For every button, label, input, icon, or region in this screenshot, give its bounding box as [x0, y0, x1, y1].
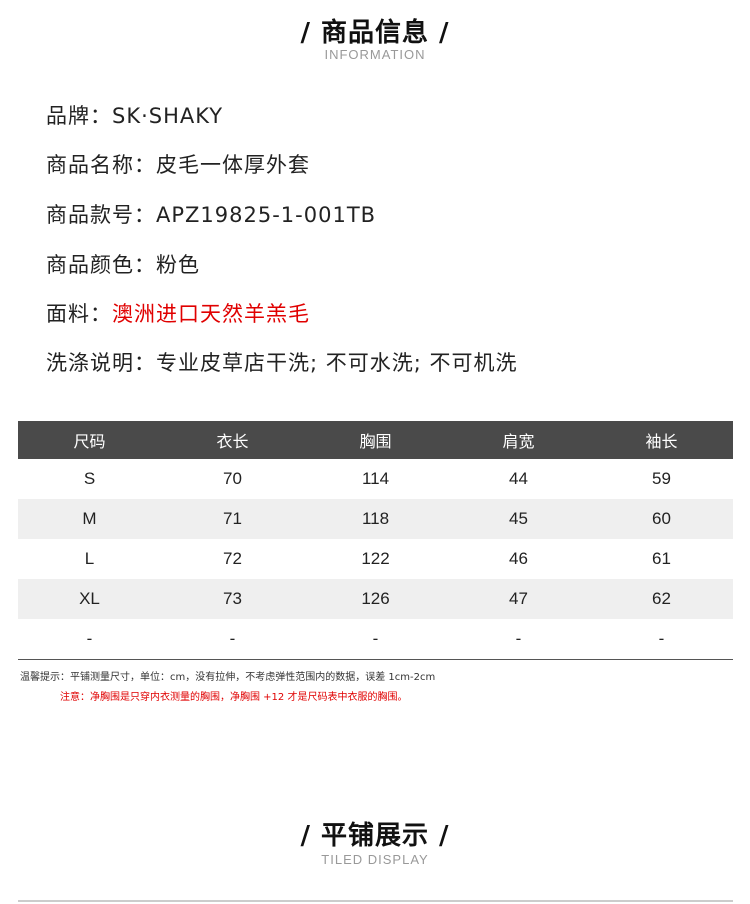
table-cell: -	[304, 619, 447, 660]
info-section-title: / 商品信息 /	[300, 18, 450, 48]
table-cell: 118	[304, 499, 447, 539]
table-cell: 62	[590, 579, 733, 619]
table-cell: 71	[161, 499, 304, 539]
header-cell: 袖长	[590, 421, 733, 459]
table-cell: L	[84, 549, 95, 568]
value: 澳洲进口天然羊羔毛	[112, 302, 310, 326]
label: 洗涤说明：	[46, 351, 156, 375]
info-fabric: 面料：澳洲进口天然羊羔毛	[46, 301, 310, 327]
display-section-title: / 平铺展示 /	[300, 821, 450, 851]
value: 皮毛一体厚外套	[156, 153, 310, 177]
size-table: 尺码 衣长 胸围 肩宽 袖长 S 70 114 44 59 M 71 118 45 60 L 72 12…	[18, 421, 733, 660]
label: 商品名称：	[46, 153, 156, 177]
table-cell: -	[447, 619, 590, 660]
table-row: S 70 114 44 59	[18, 459, 733, 499]
table-cell: 73	[161, 579, 304, 619]
table-cell: 45	[447, 499, 590, 539]
table-cell: 114	[361, 469, 390, 488]
info-brand: 品牌：SK·SHAKY	[46, 103, 223, 129]
info-product-name: 商品名称：皮毛一体厚外套	[46, 152, 310, 178]
label: 品牌：	[46, 104, 112, 128]
table-row: L 72 122 46 61	[18, 539, 733, 579]
info-color: 商品颜色：粉色	[46, 252, 200, 278]
table-cell: 59	[652, 469, 671, 488]
value: 专业皮草店干洗; 不可水洗; 不可机洗	[156, 351, 518, 375]
label: 商品款号：	[46, 203, 156, 227]
measurement-tip: 温馨提示：平铺测量尺寸，单位：cm，没有拉伸，不考虑弹性范围内的数据，误差 1c…	[20, 672, 436, 683]
measurement-warning: 注意：净胸围是只穿内衣测量的胸围，净胸围 +12 才是尺码表中衣服的胸围。	[60, 692, 408, 703]
header-cell: 衣长	[161, 421, 304, 459]
table-cell: 70	[223, 469, 242, 488]
table-cell: 72	[223, 549, 242, 568]
table-cell: -	[161, 619, 304, 660]
value: APZ19825-1-001TB	[156, 203, 377, 227]
table-row: XL 73 126 47 62	[18, 579, 733, 619]
display-section-subtitle: TILED DISPLAY	[321, 852, 429, 867]
value: 粉色	[156, 253, 200, 277]
table-cell: 47	[447, 579, 590, 619]
table-cell: 46	[509, 549, 528, 568]
header-cell: 肩宽	[447, 421, 590, 459]
table-row: -----	[18, 619, 733, 660]
info-style-number: 商品款号：APZ19825-1-001TB	[46, 202, 376, 228]
table-cell: M	[18, 499, 161, 539]
label: 面料：	[46, 302, 112, 326]
table-cell: S	[83, 469, 96, 488]
table-cell: 44	[509, 469, 528, 488]
table-row: M 71 118 45 60	[18, 499, 733, 539]
table-cell: 61	[652, 549, 671, 568]
table-cell: 60	[590, 499, 733, 539]
info-section-subtitle: INFORMATION	[324, 47, 426, 62]
table-header: 尺码 衣长 胸围 肩宽 袖长	[18, 421, 733, 459]
table-cell: 126	[304, 579, 447, 619]
table-cell: XL	[18, 579, 161, 619]
label: 商品颜色：	[46, 253, 156, 277]
info-washing: 洗涤说明：专业皮草店干洗; 不可水洗; 不可机洗	[46, 350, 518, 376]
table-cell: -	[18, 619, 161, 660]
table-cell: 122	[361, 549, 390, 568]
header-cell: 胸围	[304, 421, 447, 459]
value: SK·SHAKY	[112, 104, 224, 128]
divider	[18, 900, 733, 902]
table-cell: -	[590, 619, 733, 660]
header-cell: 尺码	[18, 421, 161, 459]
